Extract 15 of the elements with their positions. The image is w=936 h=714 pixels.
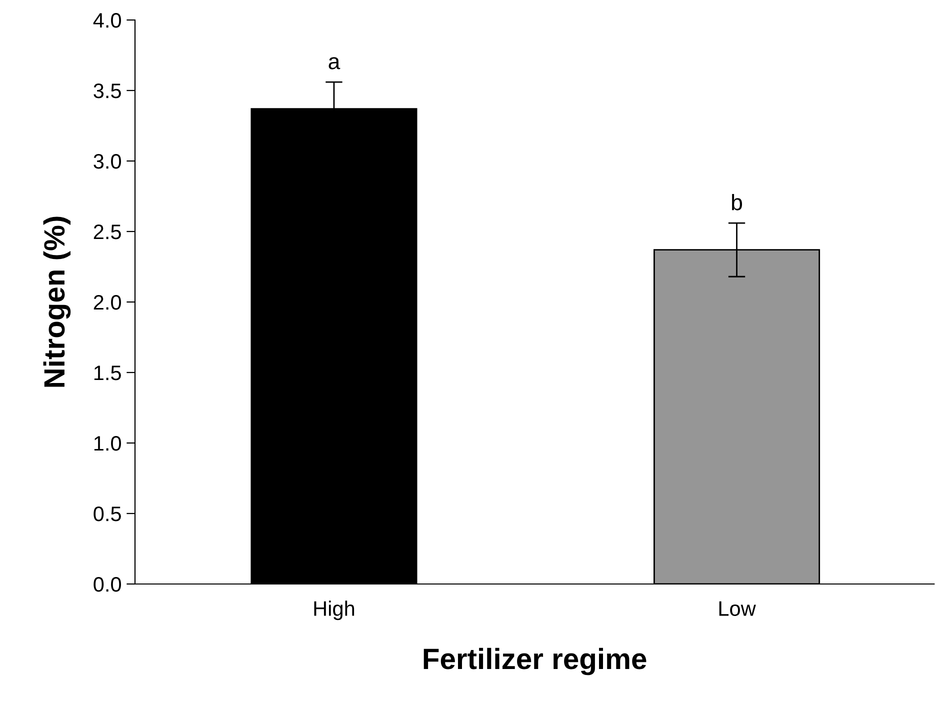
y-tick-label: 2.5 [94, 224, 121, 240]
y-axis-title: Nitrogen (%) [43, 216, 71, 387]
y-tick-label: 1.5 [94, 366, 121, 380]
x-tick-label: High [314, 600, 354, 620]
y-tick-label: 2.0 [94, 295, 121, 310]
x-tick-label: Low [719, 601, 756, 616]
y-tick-label: 1.0 [94, 436, 121, 451]
annotation: a [328, 57, 340, 70]
x-axis-title: Fertilizer regime [424, 648, 646, 676]
y-tick-label: 0.0 [94, 577, 121, 592]
y-tick-label: 3.0 [94, 154, 121, 169]
y-tick-label: 4.0 [93, 13, 121, 28]
annotation: b [732, 194, 742, 210]
y-tick-label: 0.5 [94, 506, 121, 522]
y-tick-label: 3.5 [94, 84, 121, 98]
